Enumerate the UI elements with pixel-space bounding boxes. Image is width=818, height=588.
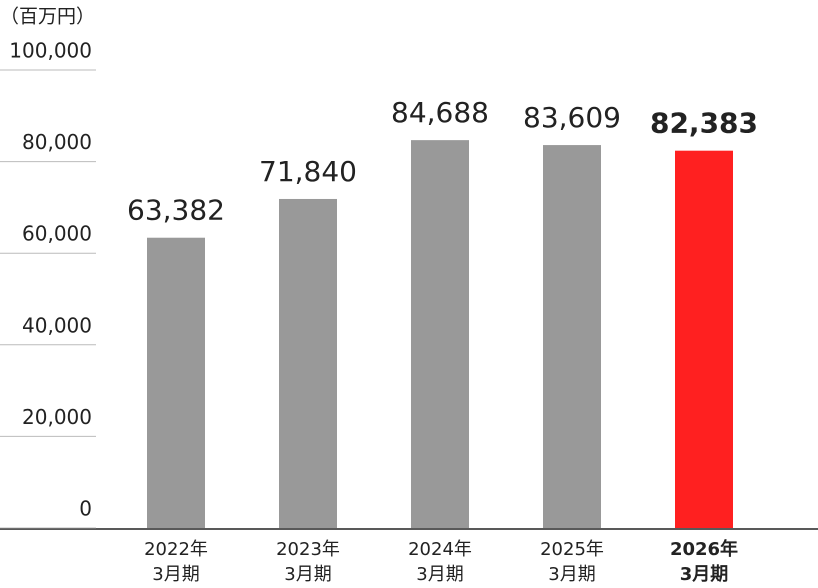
x-tick-label: 3月期 (416, 564, 463, 585)
x-tick-label: 3月期 (680, 564, 729, 585)
bar (675, 150, 733, 529)
y-tick-label: 40,000 (22, 313, 92, 337)
x-tick-label: 2024年 (408, 539, 472, 560)
x-tick-label: 2023年 (276, 539, 340, 560)
x-tick-label: 2025年 (540, 539, 604, 560)
value-label: 63,382 (127, 194, 225, 227)
value-label: 83,609 (523, 101, 621, 134)
value-label: 84,688 (391, 96, 489, 129)
value-label: 82,383 (650, 107, 758, 140)
x-tick-label: 2022年 (144, 539, 208, 560)
x-tick-label: 3月期 (284, 564, 331, 585)
bar (279, 198, 337, 529)
value-label: 71,840 (259, 155, 357, 188)
y-tick-label: 20,000 (22, 405, 92, 429)
y-tick-label: 60,000 (22, 222, 92, 246)
x-tick-label: 2026年 (670, 538, 738, 560)
y-tick-label: 0 (79, 497, 92, 521)
bar (411, 140, 469, 528)
bar (147, 237, 205, 528)
y-tick-label: 100,000 (9, 39, 92, 63)
y-tick-label: 80,000 (22, 130, 92, 154)
x-tick-label: 3月期 (152, 564, 199, 585)
x-tick-label: 3月期 (548, 564, 595, 585)
unit-label: （百万円） (0, 6, 95, 28)
bar (543, 145, 601, 528)
